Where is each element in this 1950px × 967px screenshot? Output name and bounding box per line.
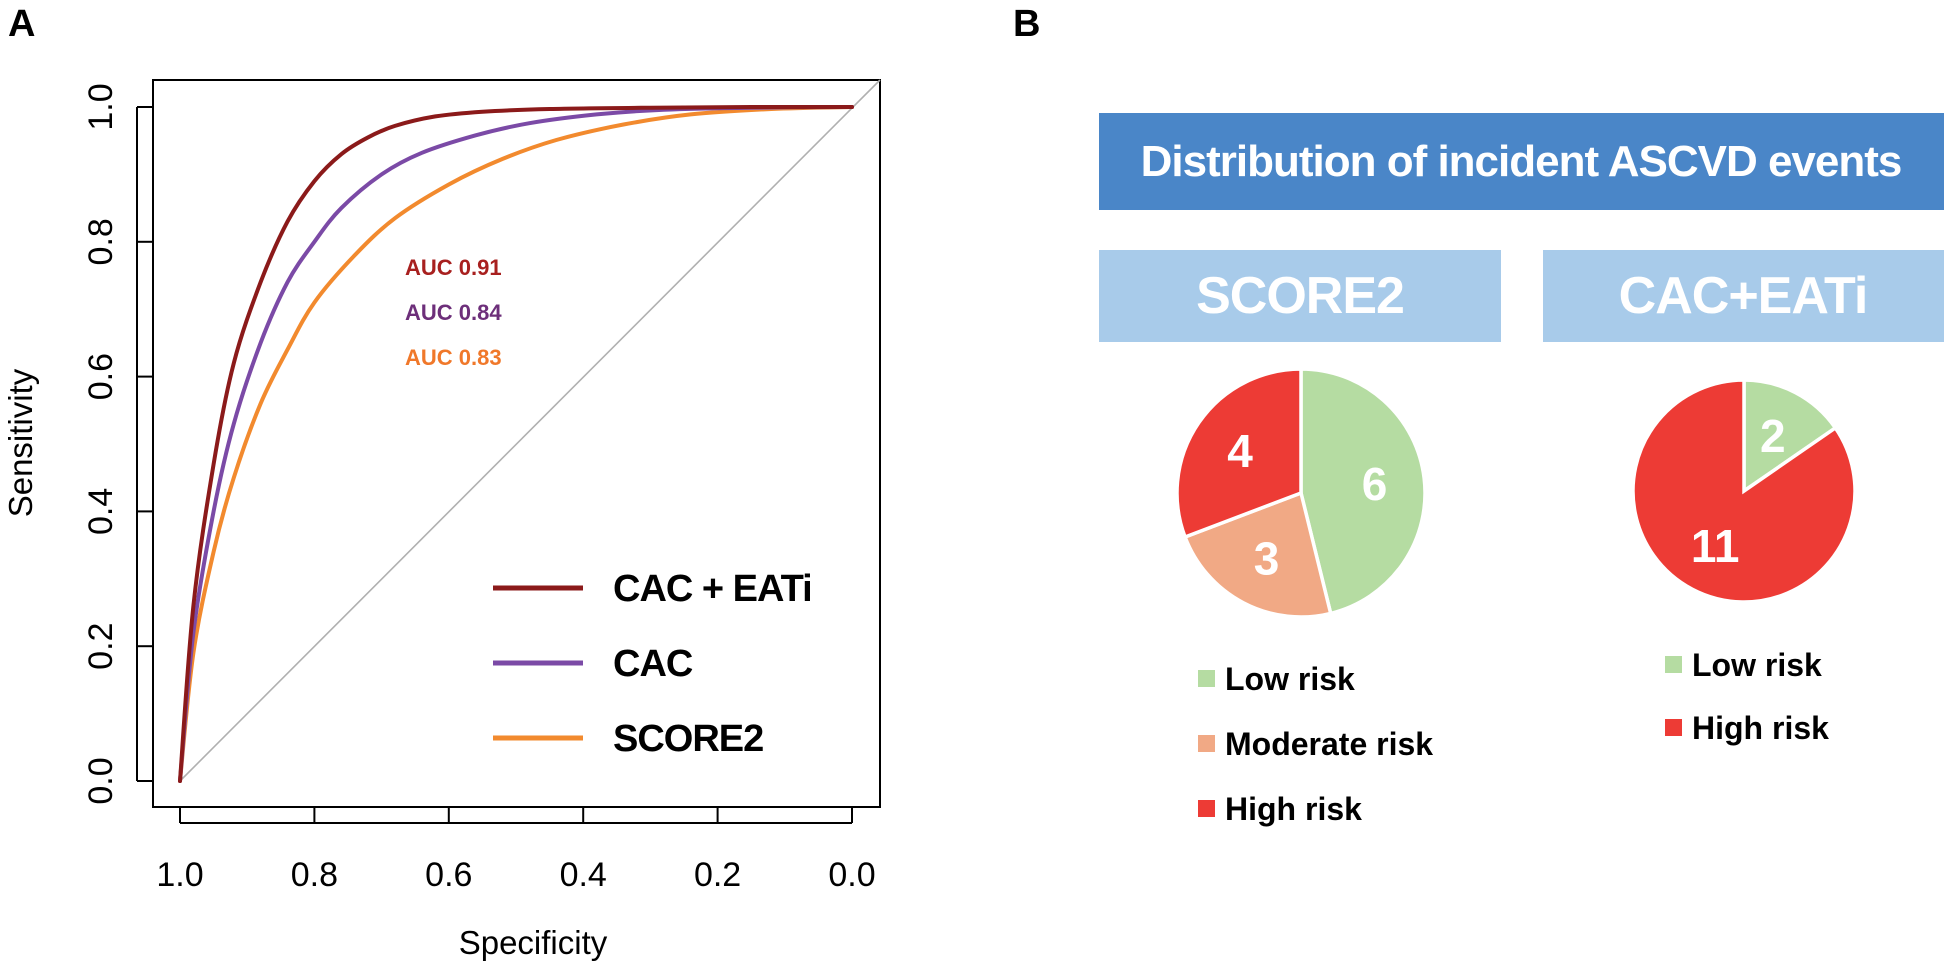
- roc-legend: CAC + EATi CAC SCORE2: [493, 568, 813, 760]
- roc-chart: 1.0 0.8 0.6 0.4 0.2 0.0 0.0 0.2 0.4 0.6 0.8 1.0 AU…: [2, 79, 881, 961]
- pie-slice-value-high-risk: 11: [1691, 520, 1740, 572]
- roc-line-cac-eati: [178, 104, 854, 783]
- y-tick-label: 1.0: [82, 83, 120, 130]
- legend-swatch-moderate-risk: [1198, 735, 1215, 752]
- roc-line-score2: [178, 105, 854, 783]
- roc-auc-labels: AUC 0.91 AUC 0.84 AUC 0.83: [405, 255, 502, 370]
- score2-pie-chart: 6 3 4: [1175, 367, 1427, 619]
- x-tick-label: 0.8: [291, 856, 338, 894]
- roc-line-cac: [178, 105, 854, 783]
- y-tick-label: 0.6: [82, 353, 120, 400]
- pie-slice-high-risk: [1175, 367, 1303, 540]
- roc-x-axis: 1.0 0.8 0.6 0.4 0.2 0.0: [156, 807, 876, 894]
- legend-swatch-high-risk: [1665, 719, 1682, 736]
- pie-slice-value-high-risk: 4: [1227, 425, 1253, 477]
- y-tick-label: 0.2: [82, 623, 120, 670]
- legend-label-low-risk: Low risk: [1692, 647, 1822, 683]
- legend-label-score2: SCORE2: [613, 718, 763, 760]
- legend-swatch-high-risk: [1198, 800, 1215, 817]
- x-tick-label: 0.0: [828, 856, 875, 894]
- distribution-banner-title: Distribution of incident ASCVD events: [1141, 137, 1902, 186]
- roc-plot-frame: [152, 79, 881, 808]
- cac-eati-pie-chart: 2 11: [1631, 378, 1857, 604]
- legend-label-high-risk: High risk: [1225, 791, 1362, 827]
- panel-b-letter: B: [1013, 3, 1040, 45]
- distribution-banner-box: [1099, 113, 1944, 210]
- pie-slice-low-risk: [1299, 367, 1427, 616]
- pie-slice-high-risk: [1631, 378, 1857, 604]
- x-tick-label: 0.6: [425, 856, 472, 894]
- distribution-banner: Distribution of incident ASCVD events: [1099, 113, 1944, 210]
- roc-y-axis: 0.0 0.2 0.4 0.6 0.8 1.0: [82, 83, 153, 805]
- x-tick-label: 0.4: [560, 856, 607, 894]
- auc-label-cac: AUC 0.84: [405, 300, 502, 325]
- legend-label-moderate-risk: Moderate risk: [1225, 726, 1433, 762]
- y-tick-label: 0.8: [82, 218, 120, 265]
- legend-swatch-low-risk: [1198, 670, 1215, 687]
- score2-header: SCORE2: [1099, 250, 1501, 342]
- auc-label-score2: AUC 0.83: [405, 345, 502, 370]
- auc-label-cac-eati: AUC 0.91: [405, 255, 502, 280]
- pie-slice-value-low-risk: 2: [1760, 410, 1786, 462]
- legend-label-cac-eati: CAC + EATi: [613, 568, 812, 610]
- roc-y-axis-title: Sensitivity: [2, 368, 39, 517]
- cac-eati-pie-legend: Low risk High risk: [1665, 647, 1829, 746]
- x-tick-label: 1.0: [156, 856, 203, 894]
- pie-slice-value-low-risk: 6: [1362, 458, 1388, 510]
- score2-pie-legend: Low risk Moderate risk High risk: [1198, 661, 1433, 827]
- x-tick-label: 0.2: [694, 856, 741, 894]
- roc-x-axis-title: Specificity: [459, 924, 608, 961]
- legend-label-low-risk: Low risk: [1225, 661, 1355, 697]
- cac-eati-header-title: CAC+EATi: [1619, 267, 1868, 325]
- cac-eati-header-box: [1543, 250, 1944, 342]
- panel-a-letter: A: [8, 3, 35, 45]
- roc-curves: [178, 104, 854, 783]
- legend-swatch-low-risk: [1665, 656, 1682, 673]
- score2-header-title: SCORE2: [1196, 267, 1404, 325]
- pie-slice-value-moderate-risk: 3: [1254, 533, 1280, 585]
- score2-header-box: [1099, 250, 1501, 342]
- y-tick-label: 0.0: [82, 757, 120, 804]
- roc-reference-diagonal: [179, 79, 881, 782]
- legend-label-high-risk: High risk: [1692, 710, 1829, 746]
- legend-label-cac: CAC: [613, 643, 693, 685]
- y-tick-label: 0.4: [82, 488, 120, 535]
- pie-slice-low-risk: [1742, 378, 1838, 495]
- cac-eati-header: CAC+EATi: [1543, 250, 1944, 342]
